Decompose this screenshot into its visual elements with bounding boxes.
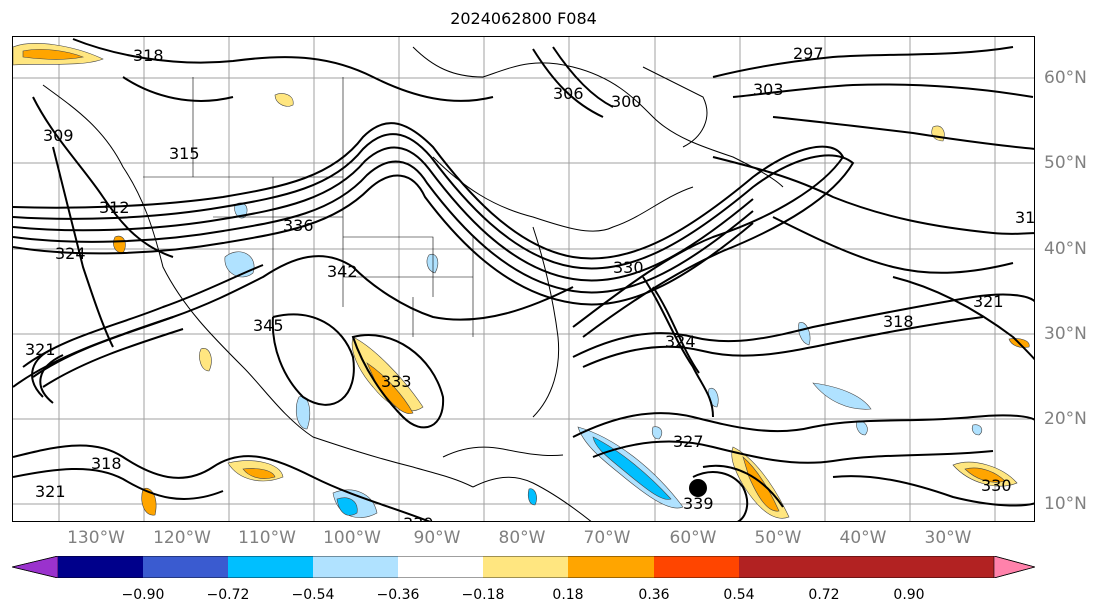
contour-label: 300 [611, 92, 642, 111]
contour-label: 324 [665, 332, 696, 351]
lat-label: 30°N [1044, 324, 1087, 344]
colorbar-tick: 0.54 [723, 587, 755, 603]
contour-label-group: 318 297 306 300 303 309 315 312 324 336 … [25, 44, 1035, 522]
contour-label: 312 [99, 198, 130, 217]
contour-label: 318 [91, 454, 122, 473]
contour-label: 318 [133, 46, 164, 65]
lat-label: 50°N [1044, 153, 1087, 173]
colorbar-segment [143, 556, 228, 578]
colorbar-segment [228, 556, 313, 578]
contour-label: 321 [973, 292, 1004, 311]
colorbar-tick: 0.18 [552, 587, 584, 603]
colorbar-tick: −0.36 [376, 587, 420, 603]
contour-label: 321 [25, 340, 56, 359]
contour-label: 318 [883, 312, 914, 331]
graticule [13, 37, 1034, 521]
colorbar-tick: −0.18 [461, 587, 505, 603]
lon-label: 40°W [839, 528, 887, 548]
colorbar-tick: 0.72 [808, 587, 840, 603]
lat-label: 60°N [1044, 68, 1087, 88]
contour-label: 330 [981, 476, 1012, 495]
colorbar-tick: −0.90 [121, 587, 165, 603]
lon-label: 130°W [67, 528, 125, 548]
colorbar-segment [398, 556, 483, 578]
lon-label: 70°W [583, 528, 631, 548]
colorbar-segment [313, 556, 398, 578]
height-contours [13, 38, 1034, 521]
colorbar-segment [739, 556, 824, 578]
contour-label: 297 [793, 44, 824, 63]
contour-label: 306 [553, 84, 584, 103]
lat-label: 20°N [1044, 409, 1087, 429]
map-title: 2024062800 F084 [450, 9, 597, 28]
coastlines [42, 46, 784, 521]
contour-label: 333 [381, 372, 412, 391]
colorbar-segment [12, 556, 59, 578]
contour-label: 303 [753, 80, 784, 99]
colorbar-segment [58, 556, 143, 578]
lon-label: 60°W [669, 528, 717, 548]
colorbar-tick: −0.72 [206, 587, 250, 603]
contour-label: 339 [403, 514, 434, 522]
colorbar-segment [824, 556, 909, 578]
map-panel: 318 297 306 300 303 309 315 312 324 336 … [12, 36, 1035, 522]
contour-label: 342 [327, 262, 358, 281]
lon-label: 110°W [238, 528, 296, 548]
storm-marker-icon [689, 479, 707, 497]
contour-label: 339 [683, 494, 714, 513]
state-borders [143, 77, 474, 337]
colorbar-segment [568, 556, 654, 578]
contour-label: 321 [35, 482, 66, 501]
lon-label: 30°W [924, 528, 972, 548]
lon-label: 100°W [323, 528, 381, 548]
colorbar-segment [654, 556, 739, 578]
colorbar [12, 556, 1035, 578]
colorbar-tick: 0.36 [638, 587, 670, 603]
lat-label: 40°N [1044, 239, 1087, 259]
colorbar-segment [483, 556, 568, 578]
lon-label: 120°W [153, 528, 211, 548]
colorbar-segment [909, 556, 994, 578]
contour-label: 31 [1015, 208, 1035, 227]
lon-label: 90°W [413, 528, 461, 548]
lat-label: 10°N [1044, 494, 1087, 514]
contour-label: 345 [253, 316, 284, 335]
colorbar-tick: 0.90 [893, 587, 925, 603]
lon-label: 80°W [498, 528, 546, 548]
contour-label: 309 [43, 126, 74, 145]
shaded-fields [13, 43, 1030, 519]
lon-label: 50°W [754, 528, 802, 548]
map-canvas: 318 297 306 300 303 309 315 312 324 336 … [13, 37, 1035, 522]
contour-label: 324 [55, 244, 86, 263]
colorbar-segment [993, 556, 1035, 578]
contour-label: 336 [283, 216, 314, 235]
contour-label: 315 [169, 144, 200, 163]
contour-label: 330 [613, 258, 644, 277]
colorbar-tick: −0.54 [291, 587, 335, 603]
contour-label: 327 [673, 432, 704, 451]
